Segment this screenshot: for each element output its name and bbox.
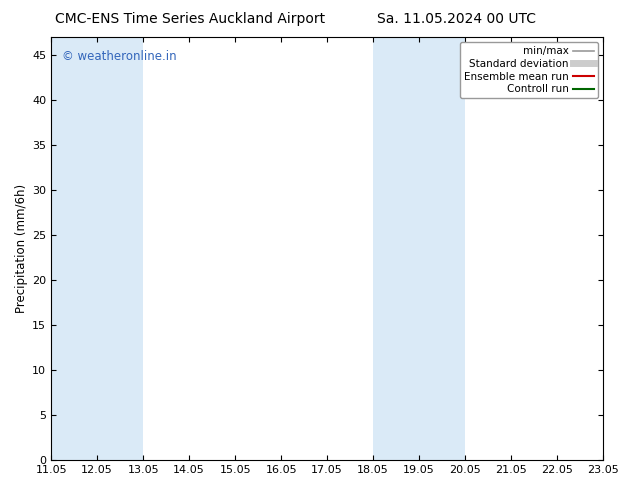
Bar [51,37,97,460]
Bar [97,37,143,460]
Text: © weatheronline.in: © weatheronline.in [62,50,177,63]
Text: CMC-ENS Time Series Auckland Airport: CMC-ENS Time Series Auckland Airport [55,12,325,26]
Y-axis label: Precipitation (mm/6h): Precipitation (mm/6h) [15,184,28,313]
Legend: min/max, Standard deviation, Ensemble mean run, Controll run: min/max, Standard deviation, Ensemble me… [460,42,598,98]
Bar [419,37,465,460]
Bar [373,37,419,460]
Text: Sa. 11.05.2024 00 UTC: Sa. 11.05.2024 00 UTC [377,12,536,26]
